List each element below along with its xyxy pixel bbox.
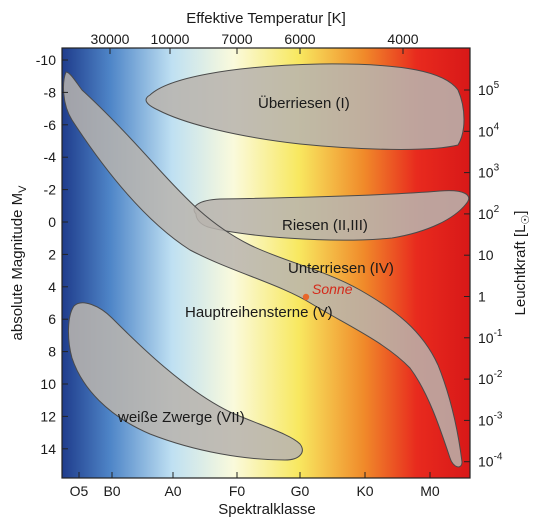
right-axis-tick-label: 10-3 <box>478 410 503 428</box>
main-sequence-band <box>63 71 463 468</box>
bottom-axis-tick-label: F0 <box>229 483 246 499</box>
left-axis-tick-label: -2 <box>44 182 57 198</box>
left-axis-tick-label: 12 <box>40 408 56 424</box>
right-axis-tick-label: 10 <box>478 247 494 263</box>
left-axis-tick-label: 10 <box>40 376 56 392</box>
left-axis-tick-label: 2 <box>48 246 56 262</box>
sun-marker <box>302 293 310 301</box>
sun-label: Sonne <box>312 281 353 297</box>
top-axis-tick-label: 6000 <box>284 31 315 47</box>
top-axis-tick-label: 4000 <box>387 31 418 47</box>
subgiants-label: Unterriesen (IV) <box>288 260 394 277</box>
left-axis-tick-label: 8 <box>48 344 56 360</box>
left-axis-tick-label: 6 <box>48 311 56 327</box>
top-axis-title: Effektive Temperatur [K] <box>186 10 346 27</box>
left-axis-title-subscript: V <box>17 185 29 193</box>
main-sequence-label: Hauptreihensterne (V) <box>185 304 333 321</box>
left-axis-tick-label: -6 <box>44 117 57 133</box>
right-axis-tick-label: 1 <box>478 289 486 305</box>
supergiants-region <box>145 63 465 150</box>
top-axis-tick-label: 10000 <box>151 31 190 47</box>
white-dwarfs-label: weiße Zwerge (VII) <box>117 409 245 426</box>
bottom-axis-tick-label: K0 <box>356 483 373 499</box>
right-axis-tick-label: 103 <box>478 163 500 181</box>
left-axis-title: absolute Magnitude MV <box>9 185 29 341</box>
right-axis-tick-label: 10-2 <box>478 369 503 387</box>
white-dwarfs-region <box>68 302 303 461</box>
right-axis-title: Leuchtkraft [L☉] <box>512 211 532 316</box>
right-axis-tick-label: 10-1 <box>478 328 503 346</box>
bottom-axis-title: Spektralklasse <box>218 501 316 518</box>
right-axis-tick-label: 10-4 <box>478 452 503 470</box>
plot-frame <box>61 47 471 479</box>
top-axis-tick-label: 7000 <box>221 31 252 47</box>
left-axis-tick-label: 14 <box>40 441 56 457</box>
left-axis-tick-label: -4 <box>44 149 57 165</box>
left-axis-tick-label: -10 <box>36 52 56 68</box>
supergiants-label: Überriesen (I) <box>258 94 350 112</box>
top-axis-tick-label: 30000 <box>91 31 130 47</box>
bottom-axis-tick-label: O5 <box>70 483 89 499</box>
giants-label: Riesen (II,III) <box>282 217 368 234</box>
bottom-axis-tick-label: G0 <box>291 483 310 499</box>
bottom-axis-tick-label: A0 <box>164 483 181 499</box>
left-axis-tick-label: 0 <box>48 214 56 230</box>
left-axis-tick-label: 4 <box>48 279 56 295</box>
right-axis-title-subscript: ☉ <box>520 215 532 225</box>
bottom-axis-tick-label: B0 <box>103 483 120 499</box>
left-axis-tick-label: -8 <box>44 84 57 100</box>
bottom-axis-tick-label: M0 <box>420 483 440 499</box>
right-axis-tick-label: 105 <box>478 80 500 98</box>
right-axis-tick-label: 104 <box>478 121 500 139</box>
right-axis-tick-label: 102 <box>478 204 500 222</box>
